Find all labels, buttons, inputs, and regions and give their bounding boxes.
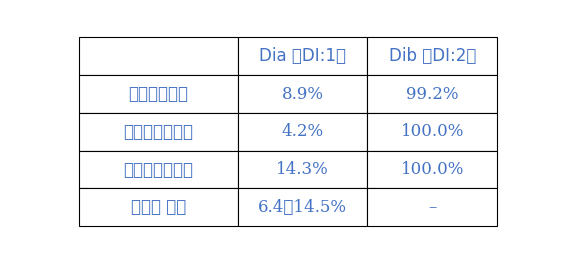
Text: 한국인 빈도: 한국인 빈도 xyxy=(131,198,186,216)
Text: 8.9%: 8.9% xyxy=(282,86,324,103)
Bar xyxy=(368,75,497,113)
Bar xyxy=(238,151,368,188)
Bar xyxy=(238,113,368,151)
Bar xyxy=(368,188,497,226)
Text: 100.0%: 100.0% xyxy=(401,161,464,178)
Text: 14.3%: 14.3% xyxy=(277,161,329,178)
Text: 99.2%: 99.2% xyxy=(406,86,459,103)
Text: 4.2%: 4.2% xyxy=(282,123,324,140)
Bar xyxy=(79,188,238,226)
Bar xyxy=(238,37,368,75)
Bar xyxy=(368,113,497,151)
Text: 6.4－14.5%: 6.4－14.5% xyxy=(258,199,347,216)
Bar xyxy=(238,188,368,226)
Text: 다문화가정자녀: 다문화가정자녀 xyxy=(124,123,193,141)
Text: 100.0%: 100.0% xyxy=(401,123,464,140)
Text: 다문화가정성인: 다문화가정성인 xyxy=(124,161,193,179)
Bar xyxy=(79,113,238,151)
Text: Dib （DI:2）: Dib （DI:2） xyxy=(388,47,476,65)
Text: Dia （DI:1）: Dia （DI:1） xyxy=(259,47,346,65)
Bar xyxy=(79,75,238,113)
Bar xyxy=(79,151,238,188)
Text: 일반가정자녀: 일반가정자녀 xyxy=(128,85,188,103)
Bar xyxy=(238,75,368,113)
Bar xyxy=(368,37,497,75)
Text: –: – xyxy=(428,199,437,216)
Bar xyxy=(79,37,238,75)
Bar xyxy=(368,151,497,188)
